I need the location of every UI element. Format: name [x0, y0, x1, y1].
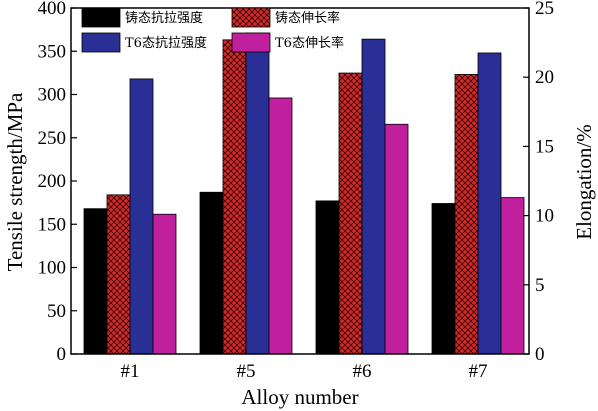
- left-axis-title: Tensile strength/MPa: [3, 92, 27, 271]
- right-axis-title: Elongation/%: [572, 124, 596, 239]
- bar-1-alloy-7: [431, 203, 456, 355]
- bar-4-alloy-6: [384, 123, 409, 355]
- left-tick-label: 150: [38, 214, 67, 235]
- legend-swatch: [231, 32, 271, 53]
- bar-4-alloy-5: [268, 97, 293, 355]
- right-tick-label: 0: [535, 344, 545, 365]
- x-tick-label: #1: [121, 361, 140, 382]
- bar-1-alloy-5: [199, 191, 224, 355]
- x-tick-label: #5: [237, 361, 256, 382]
- bar-1-alloy-1: [83, 208, 108, 355]
- legend-label: T6态抗拉强度: [125, 35, 207, 51]
- x-axis-ticks: #1 #5 #6 #7: [121, 348, 488, 382]
- left-tick-label: 200: [38, 171, 67, 192]
- left-tick-label: 0: [57, 344, 67, 365]
- bar-3-alloy-5: [245, 32, 270, 355]
- left-tick-label: 350: [38, 41, 67, 62]
- bar-2-alloy-5: [222, 39, 247, 355]
- legend-swatch: [231, 7, 271, 28]
- bar-3-alloy-6: [361, 38, 386, 355]
- left-axis-ticks: 0 50 100 150 200 250 300 350 400: [38, 0, 77, 365]
- bar-2-alloy-6: [338, 72, 363, 355]
- legend-swatch: [81, 32, 121, 53]
- x-axis-title: Alloy number: [241, 385, 358, 409]
- right-axis-ticks: 0 5 10 15 20 25: [523, 0, 554, 365]
- bar-2-alloy-1: [106, 194, 131, 355]
- right-tick-label: 10: [535, 206, 554, 227]
- left-tick-label: 400: [38, 0, 67, 19]
- bar-2-alloy-7: [454, 74, 479, 355]
- bar-4-alloy-1: [152, 213, 177, 355]
- bar-3-alloy-1: [129, 78, 154, 355]
- legend-swatch: [81, 7, 121, 28]
- legend: 铸态抗拉强度 铸态伸长率 T6态抗拉强度 T6态伸长率: [81, 7, 344, 53]
- left-tick-label: 100: [38, 258, 67, 279]
- left-tick-label: 300: [38, 85, 67, 106]
- left-tick-label: 250: [38, 128, 67, 149]
- bars-layer: [83, 32, 525, 355]
- legend-label: T6态伸长率: [275, 35, 344, 51]
- bar-1-alloy-6: [315, 200, 340, 355]
- left-tick-label: 50: [47, 301, 66, 322]
- x-tick-label: #6: [353, 361, 372, 382]
- bar-3-alloy-7: [477, 52, 502, 355]
- bar-4-alloy-7: [500, 197, 525, 355]
- right-tick-label: 20: [535, 67, 554, 88]
- right-tick-label: 5: [535, 275, 545, 296]
- right-tick-label: 15: [535, 136, 554, 157]
- x-tick-label: #7: [469, 361, 488, 382]
- right-tick-label: 25: [535, 0, 554, 19]
- legend-label: 铸态伸长率: [275, 10, 340, 26]
- legend-label: 铸态抗拉强度: [125, 10, 203, 26]
